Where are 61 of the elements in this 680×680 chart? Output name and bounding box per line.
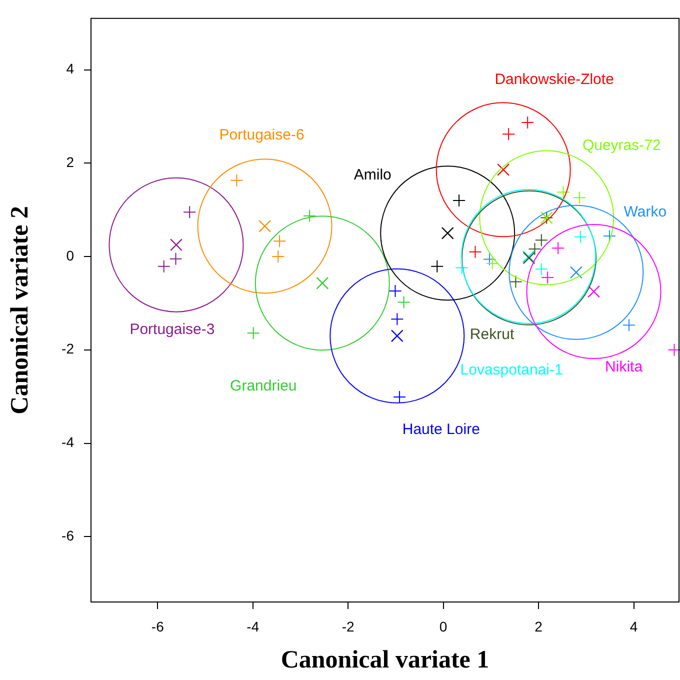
- point: [534, 262, 548, 276]
- x-tick-label: -4: [246, 618, 260, 634]
- point: [272, 250, 285, 264]
- y-tick-label: 2: [66, 154, 74, 170]
- point: [622, 318, 636, 332]
- point: [556, 186, 570, 199]
- point: [452, 194, 466, 207]
- point: [509, 275, 522, 288]
- point: [388, 284, 402, 298]
- point: [108, 177, 244, 312]
- series-label: Nikita: [605, 358, 644, 376]
- series-label: Rekrut: [470, 326, 515, 344]
- text: Grandrieu: [230, 377, 297, 394]
- point: [502, 128, 516, 141]
- x-tick-label: 4: [630, 618, 638, 634]
- series-label: Queyras-72: [582, 136, 661, 154]
- point: [397, 296, 410, 309]
- text: Lovaspotanai-1: [460, 362, 563, 379]
- y-tick-label: 0: [66, 247, 74, 264]
- point: [246, 326, 260, 340]
- series-label: Warko: [624, 204, 667, 221]
- point: [572, 191, 586, 204]
- x-axis-title: Canonical variate 1: [280, 646, 490, 674]
- point: [169, 252, 182, 266]
- point: [526, 224, 662, 360]
- text: Portugaise-3: [130, 320, 215, 338]
- y-tick-label: -6: [62, 527, 74, 544]
- point: [230, 174, 244, 187]
- point: [393, 390, 406, 404]
- point: [486, 257, 499, 270]
- point: [534, 234, 548, 247]
- point: [273, 234, 286, 248]
- x-tick-label: -2: [342, 618, 355, 634]
- point: [468, 245, 482, 258]
- series-label: Amilo: [354, 166, 392, 184]
- text: Portugaise-6: [219, 126, 304, 144]
- point: [552, 242, 565, 255]
- x-tick-label: 0: [439, 618, 448, 634]
- point: [541, 271, 554, 284]
- y-tick-label: -2: [62, 340, 74, 357]
- point: [254, 216, 390, 351]
- point: [602, 229, 616, 242]
- y-tick-label: -4: [62, 434, 74, 450]
- point: [197, 158, 332, 294]
- x-tick-label: 2: [534, 618, 543, 634]
- point: [483, 252, 496, 266]
- point: [436, 102, 571, 238]
- series-label: Dankowskie-Zlote: [494, 70, 614, 88]
- point: [183, 206, 196, 219]
- series-label: Haute Loire: [402, 421, 480, 438]
- y-axis-title: Canonical variate 2: [6, 206, 34, 414]
- x-tick-label: -6: [151, 618, 164, 634]
- point: [390, 312, 404, 326]
- point: [574, 230, 587, 244]
- point: [528, 242, 542, 256]
- y-tick-label: 4: [66, 60, 74, 77]
- point: [430, 260, 444, 273]
- point: [521, 116, 534, 130]
- point: [157, 260, 170, 273]
- point: [303, 209, 316, 222]
- point: [668, 343, 680, 356]
